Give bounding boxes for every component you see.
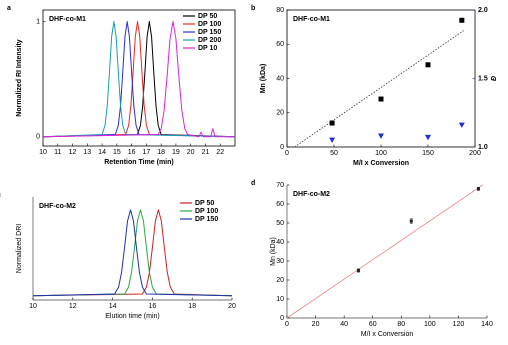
marker [476,187,480,191]
x-tick-label: 12 [69,303,77,310]
y-tick-label: 20 [276,277,284,284]
panel-label: d [251,180,255,187]
trend-line [286,184,483,319]
marker [356,269,360,272]
plot-frame [42,9,236,147]
legend-label: DP 50 [198,13,217,20]
marker [425,62,431,68]
x-tick-label: 10 [39,149,47,156]
x-tick-label: 20 [228,303,236,310]
x-tick-label: 12 [69,149,77,156]
legend-label: DP 200 [198,37,221,44]
y-tick-label: 0 [280,315,284,322]
y-tick-label: 30 [276,258,284,265]
marker [458,122,465,128]
x-tick-label: 0 [285,321,289,328]
y-tick-label: 40 [276,75,284,82]
y-axis-label: Mn (kDa) [260,64,267,94]
y-tick-label: 60 [276,41,284,48]
marker [459,17,465,23]
y-axis-label: Mn (kDa) [270,237,277,266]
x-tick-label: 17 [142,149,150,156]
y-tick-label: 60 [276,201,284,208]
x-axis-label: M/I x Conversion [361,331,414,338]
x-tick-label: 10 [29,303,37,310]
marker [409,219,413,223]
y-axis-label: Normalized DRI [16,224,23,273]
x-axis-label: Elution time (min) [105,313,159,320]
legend-label: DP 100 [195,208,218,215]
legend-label: DP 150 [198,29,221,36]
x-tick-label: 11 [54,149,61,156]
legend-label: DP 50 [195,200,214,207]
x-tick-label: 200 [469,150,481,157]
marker [329,120,335,126]
x-tick-label: 80 [397,321,405,328]
x-tick-label: 18 [188,303,196,310]
x-tick-label: 50 [330,150,338,157]
x-tick-label: 20 [187,149,195,156]
plot-frame [286,9,476,148]
x-tick-label: 60 [369,321,377,328]
y-tick-label: 70 [276,182,284,189]
x-tick-label: 20 [312,321,320,328]
legend-label: DP 100 [198,21,221,28]
y-tick-label: 40 [276,239,284,246]
y-tick-label: 50 [276,220,284,227]
legend-label: DP 10 [198,45,217,52]
x-tick-label: 19 [172,149,180,156]
x-tick-label: 14 [98,149,106,156]
series-line [42,21,236,138]
series-line [42,21,236,138]
y2-tick-label: 1.0 [478,144,488,151]
y-axis-label: Normalized RI Intensity [16,39,23,117]
marker [425,134,431,141]
x-tick-label: 21 [202,149,210,156]
x-tick-label: 0 [285,150,289,157]
y-tick-label: 80 [276,7,284,14]
y-tick-label: 0 [36,134,40,141]
x-tick-label: 40 [340,321,348,328]
panel-label: a [7,5,11,12]
chart-title: DHF-co-M1 [49,16,86,23]
series-line [42,21,235,138]
x-tick-label: 100 [424,321,436,328]
y-tick-label: 20 [276,110,284,117]
trend-line [294,30,464,148]
chart-title: DHF-co-M1 [293,16,330,23]
y-tick-label: 1 [36,18,40,25]
x-tick-label: 18 [157,149,165,156]
x-tick-label: 15 [113,149,121,156]
y-tick-label: 10 [276,296,284,303]
series-line [32,209,233,297]
x-axis-label: M/I x Conversion [353,160,409,167]
y2-tick-label: 2.0 [478,7,488,14]
x-tick-label: 16 [128,149,136,156]
marker [378,96,384,102]
marker [329,137,336,143]
x-tick-label: 14 [109,303,117,310]
x-tick-label: 13 [83,149,91,156]
panel-label: b [251,5,255,12]
legend-label: DP 150 [195,216,218,223]
y2-tick-label: 1.5 [478,75,488,82]
series-line [42,21,236,138]
chart-title: DHF-co-M2 [293,191,330,198]
y-tick-label: 0 [280,144,284,151]
series-line [42,21,236,138]
x-tick-label: 140 [481,321,493,328]
series-line [32,209,233,297]
x-tick-label: 120 [453,321,465,328]
series-line [32,209,233,297]
x-tick-label: 22 [216,149,224,156]
x-tick-label: 16 [149,303,157,310]
x-tick-label: 100 [375,150,387,157]
panel-label: c [0,192,1,199]
x-axis-label: Retention Time (min) [104,159,173,166]
x-tick-label: 150 [422,150,434,157]
chart-title: DHF-co-M2 [39,203,76,210]
y2-axis-label: Đ [491,76,498,81]
marker [378,133,384,139]
